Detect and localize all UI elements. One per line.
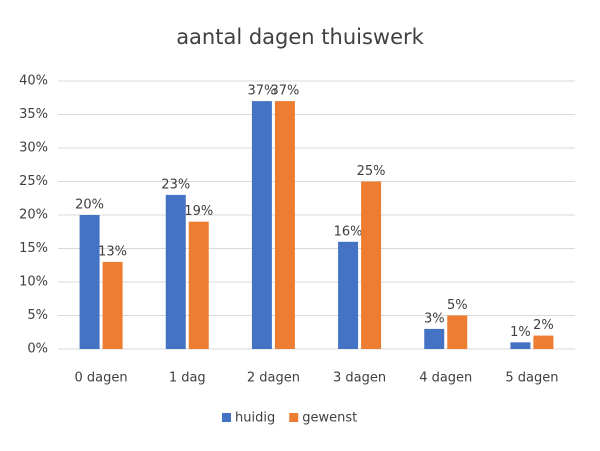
bar <box>274 101 295 349</box>
data-label: 16% <box>334 224 363 239</box>
bar <box>188 221 209 349</box>
data-label: 1% <box>510 325 531 340</box>
x-tick-label: 1 dag <box>169 371 206 386</box>
data-label: 20% <box>75 198 104 213</box>
data-label: 5% <box>447 298 468 313</box>
legend-label: huidig <box>235 411 275 426</box>
bar <box>79 215 100 349</box>
y-tick-label: 40% <box>19 74 48 89</box>
legend-swatch <box>289 413 299 422</box>
bar <box>510 342 531 349</box>
bar <box>251 101 272 349</box>
y-tick-label: 20% <box>19 208 48 223</box>
x-tick-label: 4 dagen <box>419 371 472 386</box>
bar <box>361 181 382 349</box>
data-label: 37% <box>247 84 276 99</box>
bar <box>102 261 123 349</box>
y-tick-label: 5% <box>27 308 48 323</box>
x-tick-label: 3 dagen <box>333 371 386 386</box>
bar <box>165 194 186 349</box>
data-label: 19% <box>184 204 213 219</box>
data-label: 13% <box>98 244 127 259</box>
legend-swatch <box>222 413 231 422</box>
y-tick-label: 25% <box>19 174 48 189</box>
x-tick-label: 0 dagen <box>75 371 128 386</box>
legend-label: gewenst <box>302 411 357 426</box>
bar <box>338 241 359 349</box>
data-label: 23% <box>161 177 190 192</box>
data-label: 3% <box>424 311 445 326</box>
data-label: 2% <box>533 318 554 333</box>
y-tick-label: 10% <box>19 275 48 290</box>
data-label: 25% <box>357 164 386 179</box>
y-tick-label: 35% <box>19 107 48 122</box>
y-tick-label: 15% <box>19 241 48 256</box>
x-tick-label: 5 dagen <box>505 371 558 386</box>
bar <box>533 335 554 349</box>
bar <box>447 315 468 349</box>
y-tick-label: 0% <box>27 342 48 357</box>
data-label: 37% <box>270 84 299 99</box>
chart-title: aantal dagen thuiswerk <box>176 25 424 49</box>
bar <box>424 328 445 349</box>
x-tick-label: 2 dagen <box>247 371 300 386</box>
y-tick-label: 30% <box>19 141 48 156</box>
